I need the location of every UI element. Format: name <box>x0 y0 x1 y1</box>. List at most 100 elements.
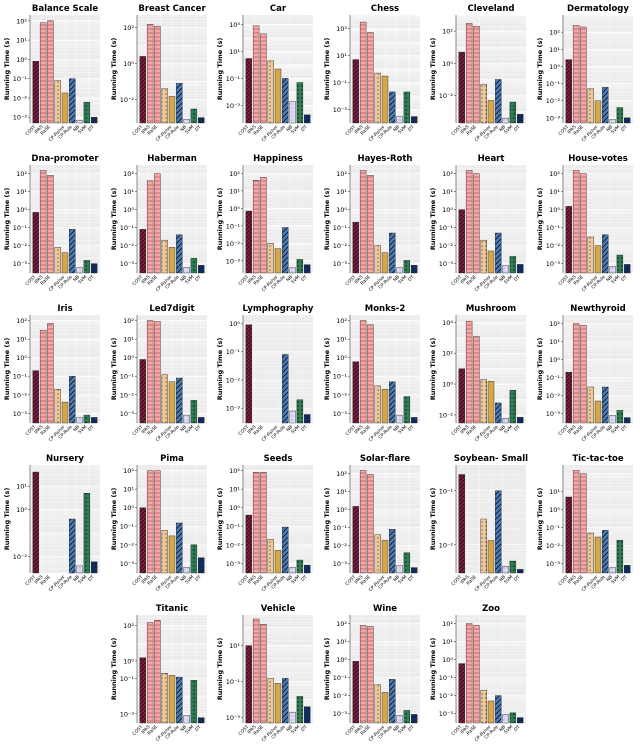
y-axis-label: Running Time (s) <box>216 638 224 701</box>
x-tick-label: SVM <box>184 574 195 585</box>
y-tick-label: 10² <box>336 317 347 325</box>
bar <box>90 417 98 424</box>
y-tick-label: 10¹ <box>549 188 560 196</box>
bar <box>587 88 594 124</box>
bar <box>359 320 367 424</box>
chart-title: Haberman <box>147 154 197 164</box>
bar <box>168 535 176 574</box>
chart-title: Iris <box>57 304 72 314</box>
bar <box>183 267 190 274</box>
bar <box>367 175 374 274</box>
y-tick-label: 10¹ <box>336 188 347 196</box>
bar <box>69 229 76 274</box>
bar <box>197 117 205 124</box>
y-tick-label: 10⁻² <box>226 376 241 384</box>
y-axis-label: Running Time (s) <box>429 188 437 251</box>
bar <box>374 534 381 574</box>
bar <box>296 399 304 424</box>
y-tick-label: 10⁻¹ <box>120 373 135 381</box>
chart-title: Pima <box>160 454 184 464</box>
chart-title: Chess <box>371 4 399 14</box>
bar <box>374 684 381 724</box>
bar <box>502 566 509 574</box>
bar <box>139 657 147 724</box>
x-tick-label: NB <box>392 724 401 733</box>
bar <box>69 78 76 124</box>
y-tick-label: 10⁻³ <box>120 410 135 418</box>
y-tick-label: 10⁻³ <box>13 260 28 268</box>
x-tick-label: IPAS <box>140 274 151 285</box>
bar <box>565 371 573 424</box>
chart-title: Hayes-Roth <box>358 154 413 164</box>
bar <box>572 470 580 574</box>
y-tick-label: 10⁻³ <box>546 560 561 568</box>
bar <box>154 620 161 724</box>
bar <box>267 60 274 124</box>
bar <box>396 565 403 574</box>
bar <box>296 696 304 724</box>
y-tick-label: 10⁻² <box>333 242 348 250</box>
y-tick-label: 10⁻¹ <box>226 75 241 83</box>
y-tick-label: 10⁰ <box>549 206 560 214</box>
x-tick-label: DT <box>87 274 96 283</box>
x-tick-label: DT <box>513 274 522 283</box>
bar <box>252 25 260 124</box>
x-tick-label: NB <box>285 274 294 283</box>
y-axis-label: Running Time (s) <box>216 488 224 551</box>
bar <box>359 470 367 574</box>
y-tick-label: 10⁰ <box>123 206 134 214</box>
x-tick-label: NB <box>498 424 507 433</box>
y-axis-label: Running Time (s) <box>536 338 544 401</box>
x-tick-label: IPAS <box>246 124 257 135</box>
bar <box>296 82 304 124</box>
bar <box>252 180 260 274</box>
x-tick-label: DT <box>407 124 416 133</box>
y-tick-label: 10⁻² <box>546 242 561 250</box>
bar <box>602 87 609 124</box>
chart-title: Solar-flare <box>360 454 411 464</box>
x-tick-label: IPAS <box>246 574 257 585</box>
bar <box>282 354 289 424</box>
chart-panel: Pima 10⁻³ 10⁻² 10⁻¹ 10⁰ 10¹ 10² Running Time (s… <box>110 454 207 593</box>
bar <box>303 414 311 424</box>
chart-title: House-votes <box>568 154 628 164</box>
y-tick-label: 10² <box>16 170 27 178</box>
bar <box>458 209 466 274</box>
x-tick-label: IPAS <box>459 424 470 435</box>
bar <box>389 232 396 274</box>
x-tick-label: NB <box>285 724 294 733</box>
bar <box>389 91 396 124</box>
y-axis-label: Running Time (s) <box>3 488 11 551</box>
bar <box>487 250 495 274</box>
y-axis-label: Running Time (s) <box>323 188 331 251</box>
bar <box>594 400 602 424</box>
bar <box>509 712 517 724</box>
bar <box>197 717 205 724</box>
bar <box>47 323 54 424</box>
x-tick-label: DT <box>87 124 96 133</box>
y-tick-label: 10⁰ <box>336 354 347 362</box>
y-tick-label: 10¹ <box>336 488 347 496</box>
bar <box>367 474 374 574</box>
bar <box>352 221 360 274</box>
bar <box>32 61 40 124</box>
y-tick-label: 10² <box>442 350 453 358</box>
y-axis-label: Running Time (s) <box>536 188 544 251</box>
x-tick-label: SVM <box>397 574 408 585</box>
bar <box>61 92 69 124</box>
y-tick-label: 10⁰ <box>549 356 560 364</box>
chart-title: Dermatology <box>567 4 629 14</box>
bar <box>495 695 502 724</box>
y-tick-label: 10⁻¹ <box>546 374 561 382</box>
y-tick-label: 10⁻¹ <box>13 75 28 83</box>
y-tick-label: 10⁻³ <box>333 710 348 718</box>
chart-title: Cleveland <box>467 4 514 14</box>
x-tick-label: NB <box>72 274 81 283</box>
chart-panel: Haberman 10⁻³ 10⁻² 10⁻¹ 10⁰ 10¹ 10² Running Tim… <box>110 154 207 293</box>
x-tick-label: IPAS <box>353 124 364 135</box>
bar <box>190 108 198 124</box>
chart-title: Titanic <box>156 604 189 614</box>
